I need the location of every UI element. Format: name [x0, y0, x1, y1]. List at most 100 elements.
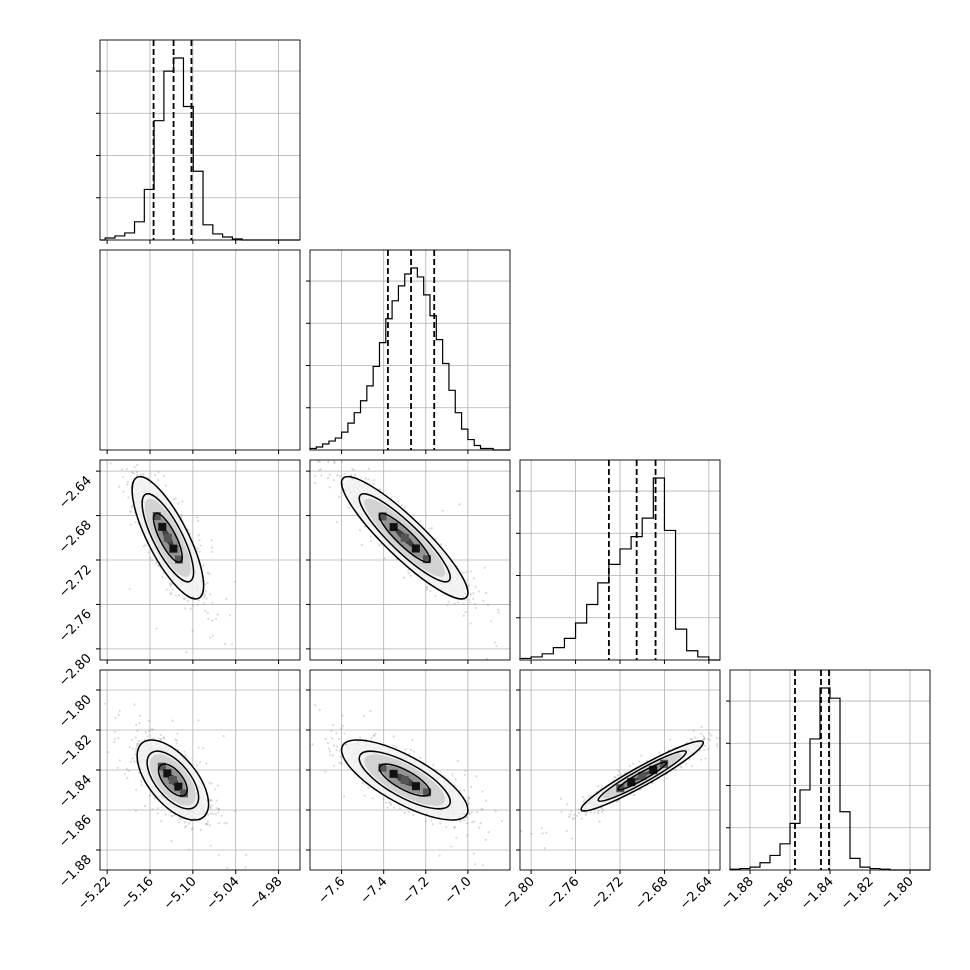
scatter-point	[210, 550, 213, 553]
scatter-point	[136, 473, 139, 476]
histogram-panel-2	[516, 459, 721, 661]
scatter-point	[425, 588, 429, 591]
scatter-point	[177, 502, 180, 505]
panel-frame	[309, 249, 511, 451]
scatter-point	[197, 599, 200, 602]
scatter-point	[184, 607, 187, 610]
scatter-point	[171, 588, 175, 591]
scatter-point	[469, 592, 472, 596]
scatter-point	[320, 474, 323, 477]
scatter-point	[430, 526, 433, 530]
density-cell	[400, 533, 409, 542]
scatter-point	[206, 581, 209, 585]
scatter-panel-1-0	[99, 249, 301, 451]
scatter-point	[289, 431, 291, 433]
contour-line	[358, 493, 451, 583]
scatter-point	[407, 571, 410, 574]
scatter-point	[127, 496, 130, 499]
scatter-point	[497, 608, 500, 611]
scatter-point	[210, 539, 213, 542]
scatter-point	[390, 496, 393, 499]
scatter-point	[462, 614, 465, 617]
scatter-point	[462, 602, 465, 606]
scatter-point	[125, 467, 128, 471]
scatter-point	[126, 480, 129, 484]
scatter-point	[317, 460, 320, 463]
scatter-point	[129, 523, 132, 526]
panel-frame	[99, 249, 301, 451]
scatter-point	[137, 742, 140, 746]
scatter-point	[181, 500, 184, 503]
scatter-point	[434, 595, 437, 598]
scatter-point	[203, 602, 206, 605]
scatter-point	[425, 586, 428, 589]
contour-line	[378, 512, 431, 563]
scatter-point	[198, 539, 201, 542]
scatter-point	[207, 617, 210, 621]
scatter-point	[97, 503, 99, 505]
scatter-point	[472, 577, 475, 580]
scatter-point	[327, 460, 330, 463]
scatter-point	[364, 477, 367, 480]
scatter-point	[230, 643, 234, 646]
scatter-point	[465, 570, 468, 573]
scatter-point	[464, 610, 467, 614]
scatter-point	[495, 644, 498, 648]
scatter-point	[204, 589, 207, 593]
scatter-point	[211, 619, 214, 622]
panel-frame	[99, 39, 301, 241]
scatter-point	[367, 478, 370, 481]
scatter-point	[180, 513, 183, 516]
density-cell	[158, 522, 167, 531]
scatter-point	[296, 415, 298, 417]
scatter-point	[225, 597, 228, 600]
scatter-point	[139, 456, 141, 458]
scatter-point	[161, 576, 164, 579]
scatter-point	[490, 620, 493, 623]
scatter-panel-2-1	[289, 415, 537, 661]
scatter-point	[441, 509, 444, 512]
scatter-point	[112, 443, 114, 445]
scatter-point	[486, 604, 490, 607]
scatter-point	[439, 543, 443, 546]
scatter-point	[197, 519, 200, 523]
scatter-point	[233, 580, 236, 583]
scatter-content	[103, 702, 248, 869]
scatter-point	[142, 473, 145, 476]
scatter-point	[335, 520, 338, 524]
scatter-point	[409, 574, 412, 577]
scatter-point	[206, 571, 209, 574]
scatter-point	[145, 456, 147, 458]
scatter-point	[515, 638, 517, 640]
scatter-point	[136, 463, 139, 467]
scatter-point	[166, 447, 168, 449]
scatter-point	[428, 527, 431, 530]
scatter-point	[340, 460, 343, 463]
scatter-point	[367, 467, 370, 470]
density-cell	[411, 544, 420, 553]
scatter-point	[225, 822, 228, 825]
histogram-panel-3	[726, 669, 931, 871]
scatter-point	[156, 478, 160, 482]
scatter-point	[195, 516, 199, 519]
scatter-point	[453, 602, 456, 606]
contour-line	[141, 493, 195, 583]
scatter-point	[133, 466, 136, 469]
scatter-point	[138, 457, 140, 459]
scatter-point	[162, 474, 165, 478]
scatter-point	[170, 582, 173, 586]
scatter-point	[535, 631, 537, 633]
contour-line	[340, 475, 469, 600]
scatter-point	[132, 472, 135, 475]
scatter-point	[154, 473, 157, 477]
scatter-point	[462, 595, 465, 598]
scatter-point	[474, 606, 477, 610]
scatter-point	[129, 511, 132, 514]
scatter-point	[434, 537, 437, 540]
scatter-point	[467, 598, 471, 601]
scatter-point	[149, 556, 152, 559]
scatter-point	[126, 483, 129, 486]
scatter-point	[165, 588, 168, 591]
scatter-point	[372, 479, 376, 482]
